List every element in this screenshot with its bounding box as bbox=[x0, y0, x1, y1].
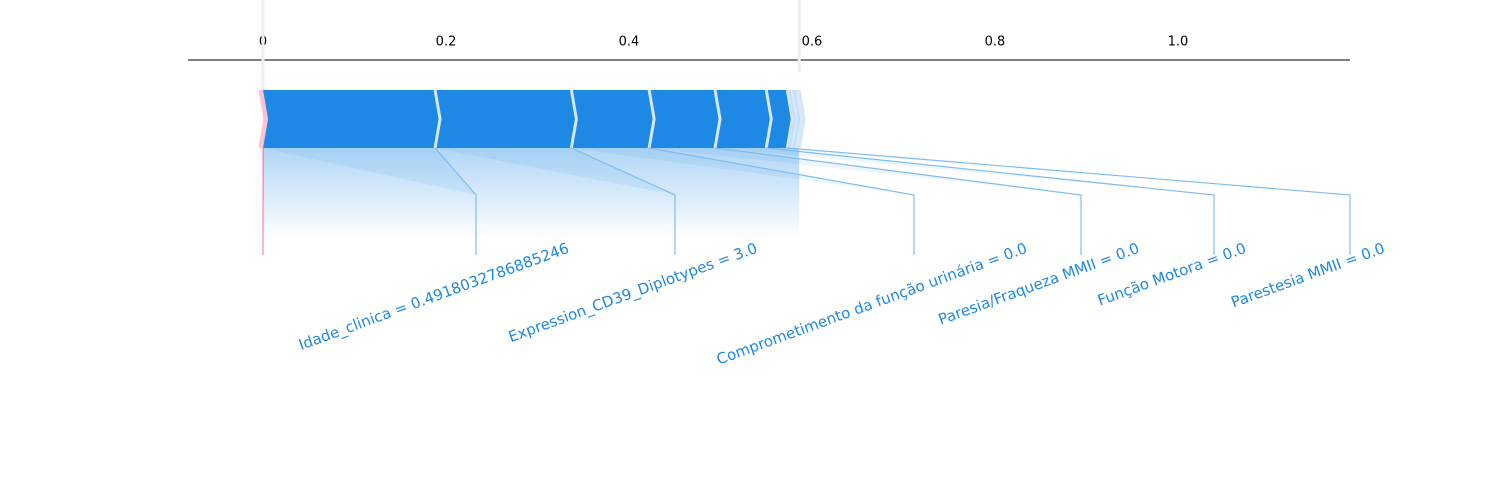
x-tick-label: 1.0 bbox=[1168, 35, 1189, 50]
bar-segment bbox=[715, 90, 772, 148]
connector bbox=[787, 147, 1351, 255]
connector bbox=[571, 147, 676, 255]
segment-separator bbox=[785, 89, 794, 149]
x-tick-label: 0.8 bbox=[985, 35, 1006, 50]
connector-shade bbox=[649, 148, 1081, 195]
bar-segment bbox=[263, 90, 441, 148]
connector-shade bbox=[571, 148, 914, 195]
connector bbox=[714, 147, 1082, 255]
x-tick-label: 0.2 bbox=[436, 35, 457, 50]
bar-segment bbox=[571, 90, 655, 148]
connector bbox=[434, 147, 477, 255]
x-tick-label: 0.4 bbox=[619, 35, 640, 50]
connector bbox=[649, 147, 915, 255]
segment-separator bbox=[790, 89, 799, 149]
bar-segment bbox=[649, 90, 721, 148]
segment-separator bbox=[797, 89, 806, 149]
bar-segment bbox=[791, 90, 802, 148]
bar-segment bbox=[435, 90, 577, 148]
segment-separator bbox=[764, 89, 773, 149]
segment-separator bbox=[647, 89, 656, 149]
segment-separator bbox=[569, 89, 578, 149]
bar-segment bbox=[787, 90, 797, 148]
x-tick-label: 0.6 bbox=[802, 35, 823, 50]
connector-shade bbox=[263, 148, 476, 195]
segment-separator bbox=[713, 89, 722, 149]
feature-label: Paresia/Fraqueza MMII = 0.0 bbox=[936, 239, 1142, 329]
segment-separator bbox=[433, 89, 442, 149]
connector-shade bbox=[715, 148, 1214, 195]
bar-segment bbox=[258, 90, 269, 148]
connector-shade bbox=[766, 148, 1350, 195]
shade bbox=[263, 148, 800, 240]
segment-separator bbox=[794, 89, 803, 149]
connector bbox=[766, 147, 1215, 255]
connector-shade bbox=[435, 148, 675, 195]
bar-segment bbox=[766, 90, 793, 148]
feature-label: Parestesia MMII = 0.0 bbox=[1229, 239, 1388, 311]
